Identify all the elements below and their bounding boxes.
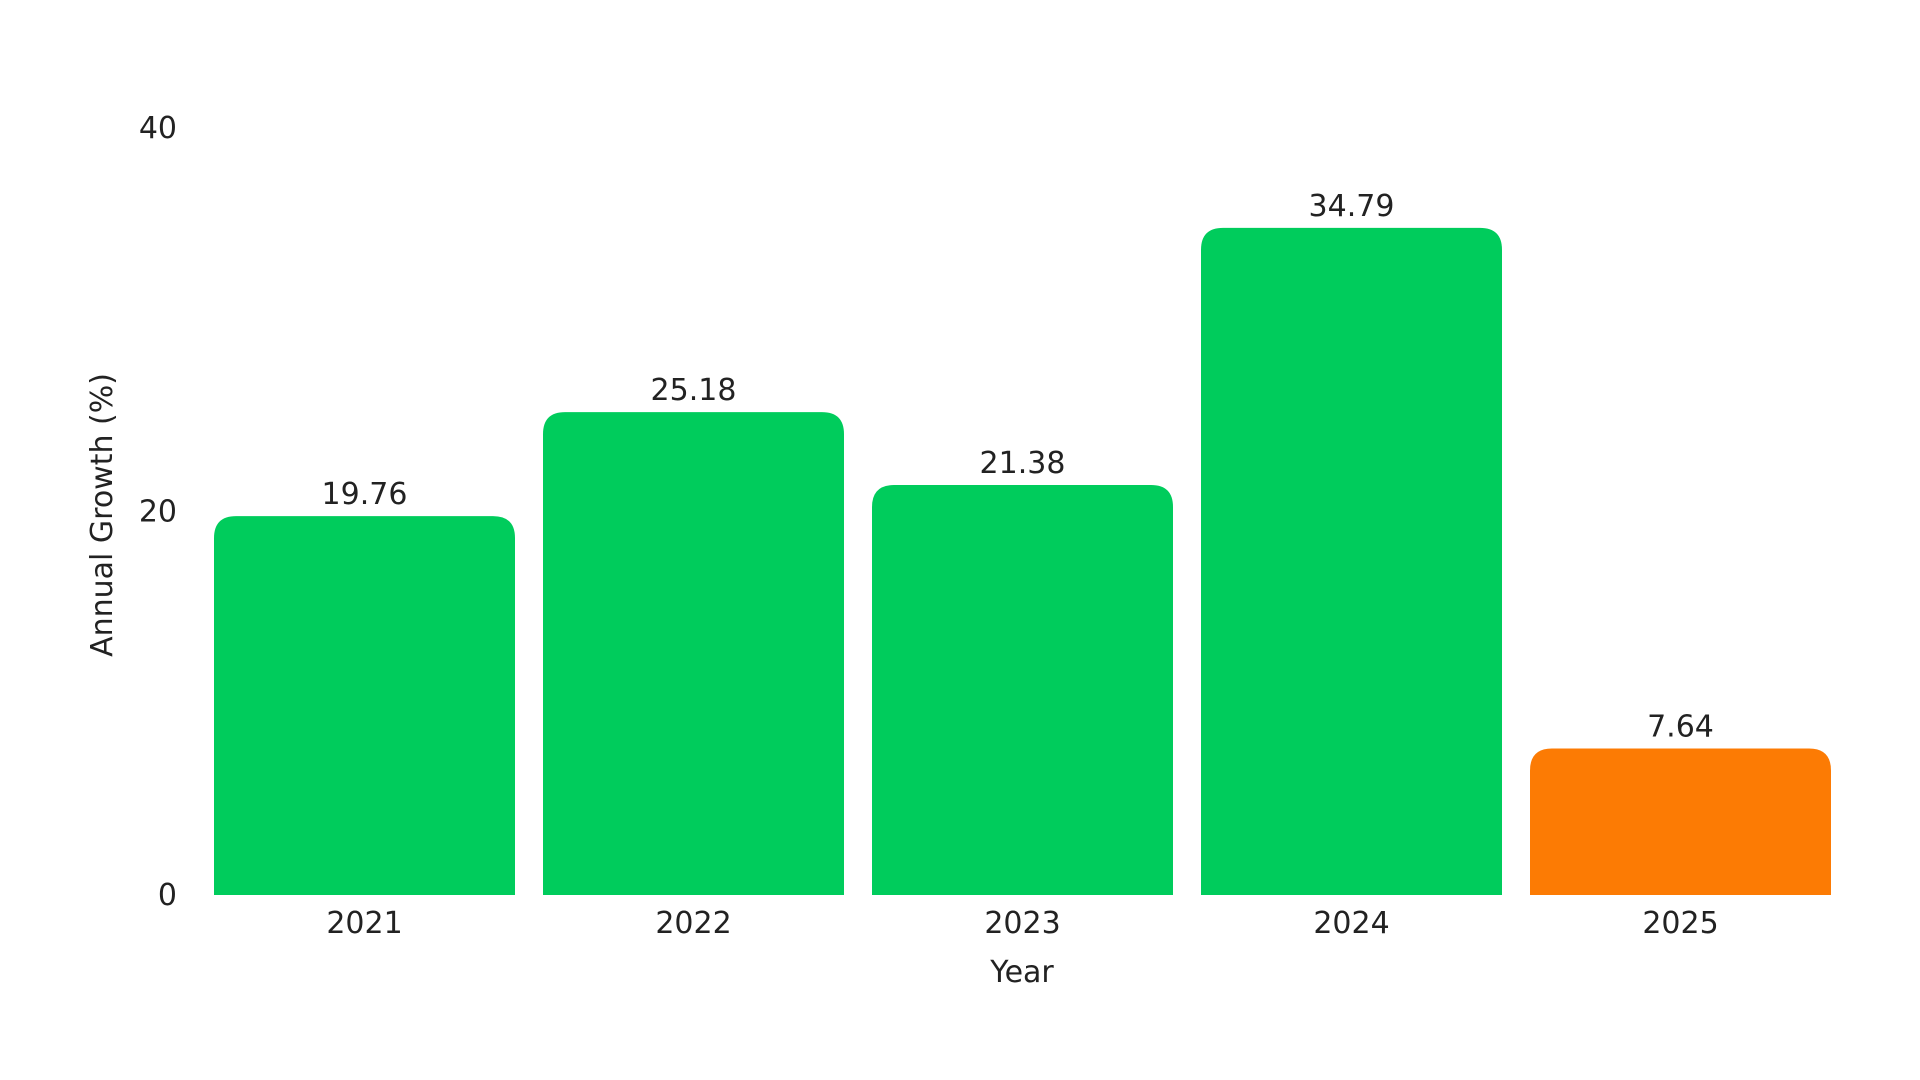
y-axis-ticks: 0 20 40 [139,111,177,913]
y-tick-label: 0 [158,878,177,913]
bar-value-label: 7.64 [1647,710,1714,745]
y-tick-label: 40 [139,111,177,146]
y-tick-label: 20 [139,495,177,530]
bars-group [214,227,1831,896]
x-tick-label: 2023 [984,906,1060,941]
bar-2023 [872,485,1173,895]
bar-2025 [1530,748,1831,895]
y-axis-title: Annual Growth (%) [85,373,120,657]
bar-2021 [214,516,515,895]
x-tick-label: 2022 [655,906,731,941]
x-tick-label: 2025 [1642,906,1718,941]
x-tick-label: 2024 [1313,906,1389,941]
x-axis-title: Year [989,955,1054,990]
bar-2024 [1201,227,1502,896]
bar-value-label: 25.18 [651,373,737,408]
bar-value-label: 19.76 [322,477,408,512]
bar-value-label: 21.38 [980,446,1066,481]
x-tick-label: 2021 [326,906,402,941]
x-axis-ticks: 2021 2022 2023 2024 2025 [326,906,1718,941]
bar-value-label: 34.79 [1309,189,1395,224]
value-labels-group: 19.76 25.18 21.38 34.79 7.64 [322,189,1714,745]
bar-2022 [543,412,844,895]
